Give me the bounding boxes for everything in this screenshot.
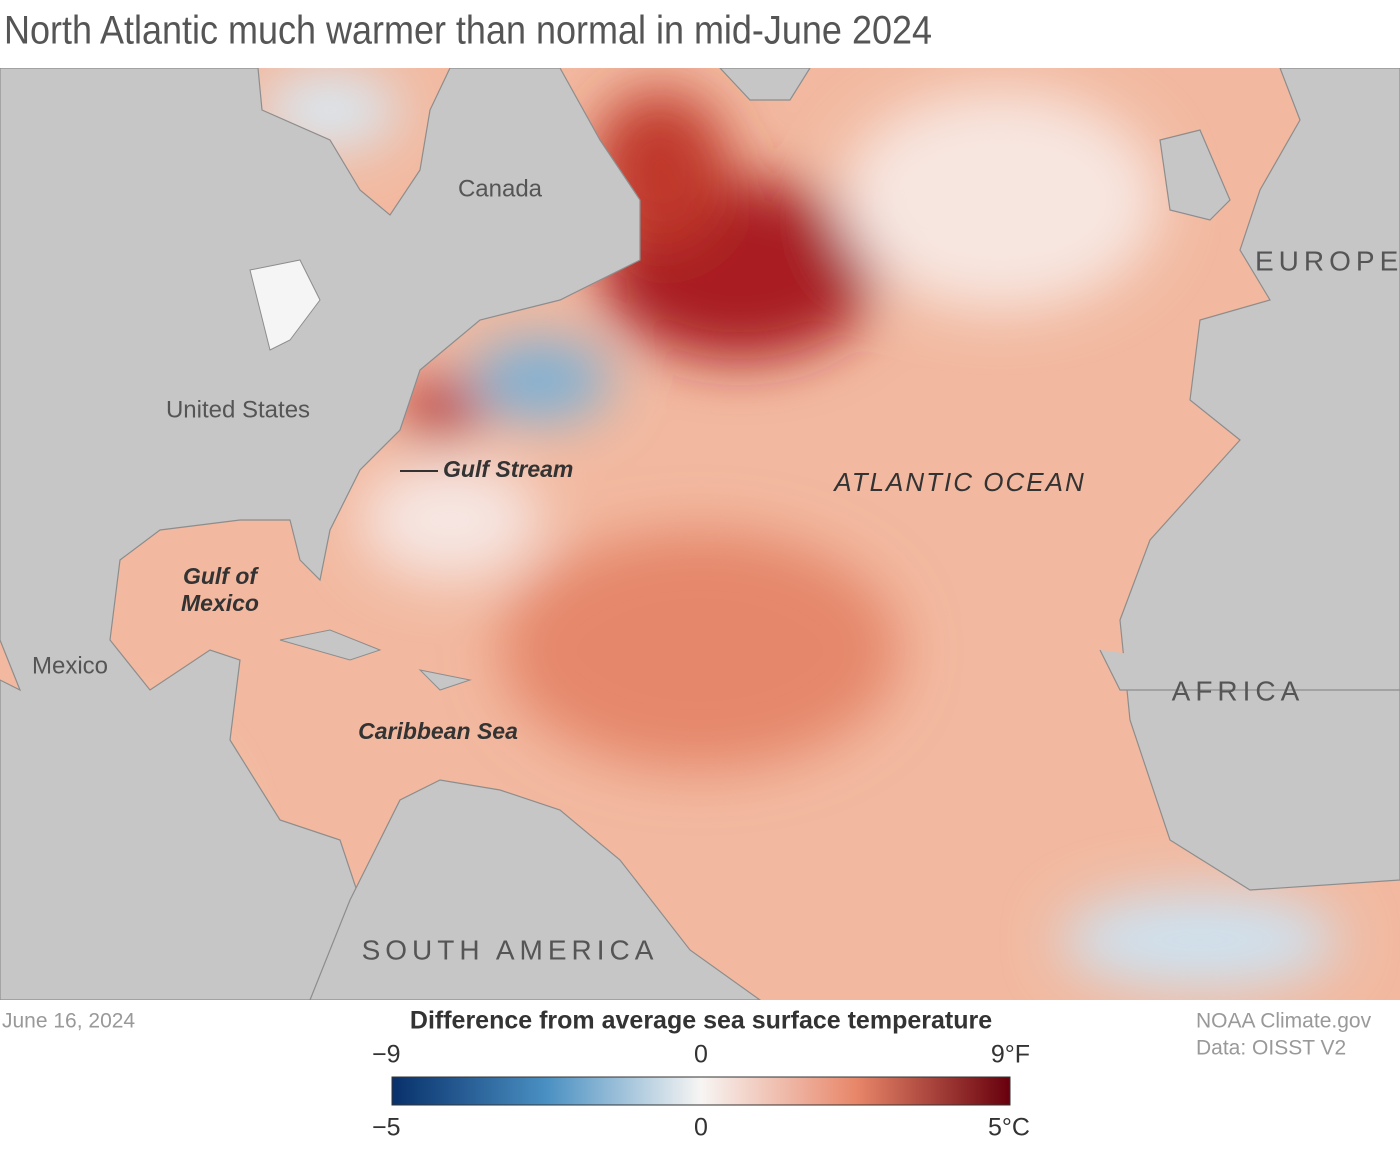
- label-gulf: Gulf of: [183, 563, 259, 589]
- label-canada: Canada: [458, 175, 543, 202]
- label-gulf: Mexico: [181, 590, 259, 616]
- label-caribbean: Caribbean Sea: [358, 718, 518, 744]
- legend-label: 0: [694, 1114, 708, 1142]
- date: June 16, 2024: [2, 1010, 135, 1033]
- map: [0, 68, 1400, 1000]
- legend-label: 9°F: [991, 1041, 1030, 1069]
- legend-label: 0: [694, 1041, 708, 1069]
- title: North Atlantic much warmer than normal i…: [4, 9, 932, 53]
- legend-label: −9: [372, 1041, 401, 1069]
- label-gulf-stream: Gulf Stream: [443, 456, 573, 482]
- credit: NOAA Climate.gov: [1196, 1010, 1372, 1033]
- label-africa: AFRICA: [1172, 675, 1305, 706]
- label-mexico: Mexico: [32, 652, 108, 679]
- source: Data: OISST V2: [1196, 1037, 1346, 1060]
- colorbar: [391, 1076, 1011, 1106]
- label-us: United States: [166, 396, 310, 423]
- legend-label: −5: [372, 1114, 401, 1142]
- legend-title: Difference from average sea surface temp…: [410, 1007, 992, 1035]
- label-south-america: SOUTH AMERICA: [362, 934, 659, 965]
- label-atlantic: ATLANTIC OCEAN: [832, 467, 1085, 497]
- label-europe: EUROPE: [1255, 245, 1400, 276]
- legend-label: 5°C: [988, 1114, 1030, 1142]
